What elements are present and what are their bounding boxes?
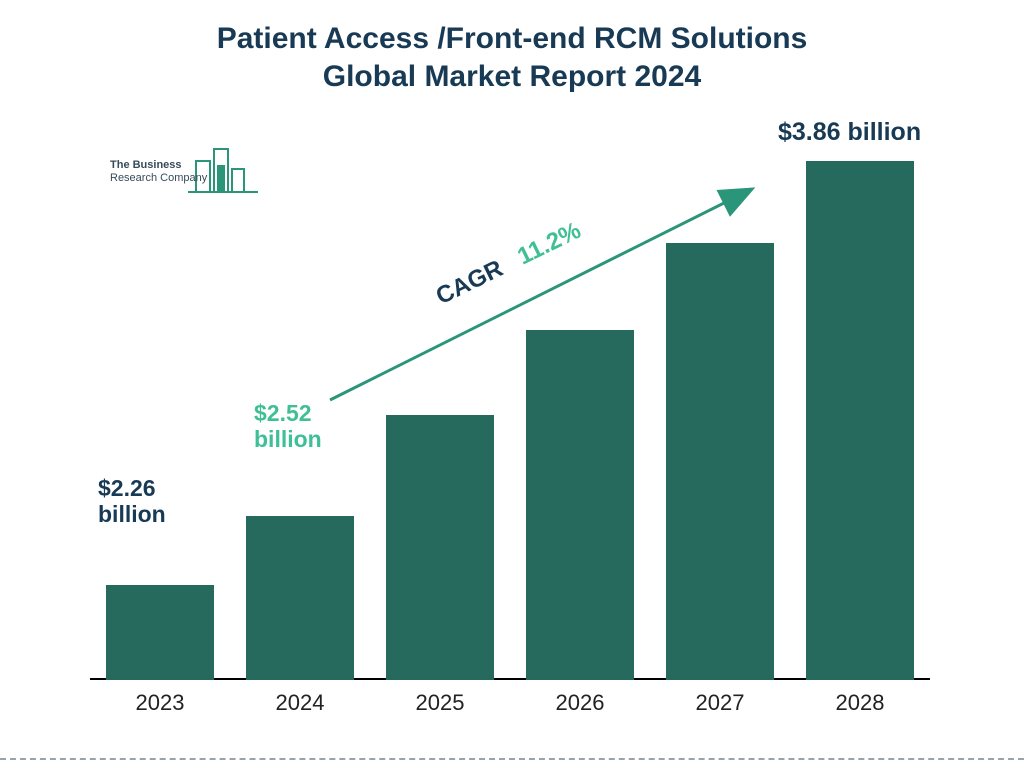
divider-line <box>0 758 1024 760</box>
chart-container: { "title": { "line1": "Patient Access /F… <box>0 0 1024 768</box>
cagr-arrow-icon <box>0 0 1024 768</box>
